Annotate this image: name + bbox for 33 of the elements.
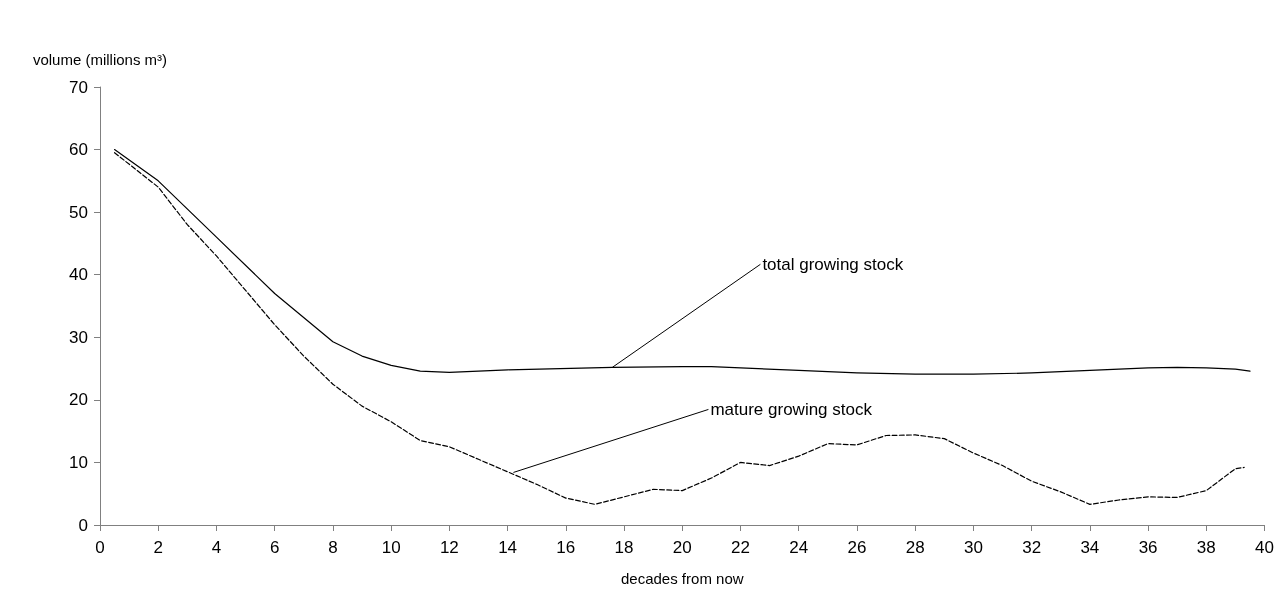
y-tick-label: 40 <box>69 265 88 285</box>
x-tick-label: 18 <box>614 538 634 557</box>
x-tick-label: 12 <box>439 538 459 557</box>
x-tick-label: 14 <box>498 538 518 557</box>
x-tick-label: 34 <box>1080 538 1100 557</box>
annotation: mature growing stock <box>710 399 873 419</box>
annotation: total growing stock <box>762 254 904 274</box>
y-tick-label: 20 <box>69 390 88 410</box>
y-tick-label: 60 <box>69 140 88 160</box>
x-tick-label: 22 <box>731 538 750 557</box>
x-tick-label: 16 <box>556 538 576 557</box>
x-tick-label: 26 <box>847 538 867 557</box>
x-tick-label: 30 <box>963 538 983 557</box>
y-tick-label: 10 <box>69 452 88 472</box>
y-tick-label: 0 <box>78 515 88 535</box>
x-tick-label: 36 <box>1138 538 1158 557</box>
y-tick-label: 50 <box>69 202 88 222</box>
x-tick-label: 32 <box>1022 538 1042 557</box>
x-tick-label: 0 <box>95 538 105 557</box>
x-tick-label: 10 <box>381 538 401 557</box>
x-tick-label: 38 <box>1196 538 1216 557</box>
y-axis-title: volume (millions m³) <box>32 51 168 68</box>
x-tick-label: 2 <box>153 538 163 557</box>
x-tick-label: 40 <box>1255 538 1275 557</box>
y-tick-label: 30 <box>69 327 88 347</box>
x-tick-label: 4 <box>211 538 222 557</box>
x-tick-label: 8 <box>328 538 338 557</box>
y-tick-label: 70 <box>69 77 88 97</box>
x-axis-title: decades from now <box>620 570 744 587</box>
x-tick-label: 24 <box>789 538 809 557</box>
x-tick-label: 6 <box>269 538 280 557</box>
x-tick-label: 28 <box>905 538 925 557</box>
x-tick-label: 20 <box>672 538 692 557</box>
